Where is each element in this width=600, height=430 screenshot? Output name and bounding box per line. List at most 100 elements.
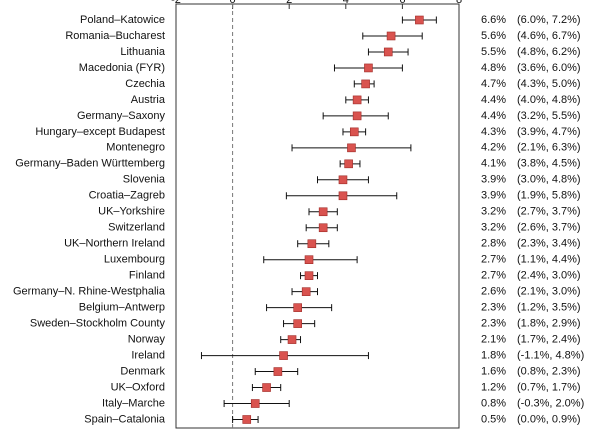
estimate-value: 0.8% [481,397,506,409]
estimate-value: 4.4% [481,94,506,106]
forest-row: Poland–Katowice 6.6% (6.0%, 7.2%) [80,14,581,26]
estimate-value: 3.9% [481,174,506,186]
estimate-marker [361,79,370,89]
row-label: Slovenia [123,174,166,186]
row-label: Hungary–except Budapest [35,126,165,138]
ci-value: (2.1%, 3.0%) [517,286,581,298]
x-tick-label: 6 [399,0,405,6]
estimate-value: 2.1% [481,334,506,346]
row-label: Lithuania [120,46,166,58]
ci-value: (2.7%, 3.7%) [517,206,581,218]
estimate-value: 4.4% [481,110,506,122]
ci-value: (0.7%, 1.7%) [517,381,581,393]
forest-row: Germany–N. Rhine-Westphalia 2.6% (2.1%, 3.… [13,286,581,298]
ci-value: (-1.1%, 4.8%) [517,349,584,361]
x-tick-label: 2 [286,0,292,6]
estimate-value: 4.3% [481,126,506,138]
estimate-value: 4.1% [481,158,506,170]
estimate-marker [273,367,283,376]
ci-value: (0.0%, 0.9%) [517,413,581,425]
estimate-marker [344,159,353,169]
estimate-marker [352,95,362,105]
estimate-value: 2.3% [481,318,506,330]
ci-value: (2.4%, 3.0%) [517,270,581,282]
estimate-value: 4.8% [481,62,506,74]
forest-row: Finland 2.7% (2.4%, 3.0%) [129,270,581,282]
estimate-value: 2.7% [481,254,506,266]
x-tick-label: 0 [230,0,236,6]
forest-row: Denmark 1.6% (0.8%, 2.3%) [120,365,580,377]
estimate-value: 3.2% [481,222,506,234]
row-label: Austria [131,94,166,106]
estimate-value: 2.3% [481,302,506,314]
estimate-marker [287,335,297,344]
forest-row: Italy–Marche 0.8% (-0.3%, 2.0%) [102,397,584,409]
row-label: UK–Oxford [111,381,165,393]
plot-frame [175,3,460,429]
forest-row: Slovenia 3.9% (3.0%, 4.8%) [123,174,581,186]
forest-row: Romania–Bucharest 5.6% (4.6%, 6.7%) [65,30,580,42]
forest-row: Norway 2.1% (1.7%, 2.4%) [128,334,581,346]
forest-row: UK–Yorkshire 3.2% (2.7%, 3.7%) [98,206,580,218]
ci-value: (4.0%, 4.8%) [517,94,581,106]
estimate-value: 5.6% [481,30,506,42]
ci-value: (1.9%, 5.8%) [517,190,581,202]
estimate-marker [352,111,362,121]
forest-row: Ireland 1.8% (-1.1%, 4.8%) [131,349,584,361]
forest-row: Austria 4.4% (4.0%, 4.8%) [131,94,581,106]
estimate-value: 6.6% [481,14,506,26]
forest-row: Lithuania 5.5% (4.8%, 6.2%) [120,46,580,58]
ci-value: (6.0%, 7.2%) [517,14,581,26]
row-label: Luxembourg [104,254,165,266]
row-label: Norway [128,334,166,346]
estimate-marker [318,207,328,217]
ci-value: (3.8%, 4.5%) [517,158,581,170]
ci-value: (3.2%, 5.5%) [517,110,581,122]
forest-row: Macedonia (FYR) 4.8% (3.6%, 6.0%) [79,62,581,74]
row-label: Spain–Catalonia [84,413,166,425]
row-label: Denmark [120,365,165,377]
ci-value: (4.6%, 6.7%) [517,30,581,42]
row-label: UK–Yorkshire [98,206,165,218]
estimate-marker [293,303,302,312]
estimate-value: 1.6% [481,365,506,377]
estimate-marker [318,223,328,233]
row-label: Germany–N. Rhine-Westphalia [13,286,166,298]
forest-row: Montenegro 4.2% (2.1%, 6.3%) [106,142,580,154]
ci-value: (1.8%, 2.9%) [517,318,581,330]
estimate-value: 1.8% [481,349,506,361]
row-label: Macedonia (FYR) [79,62,165,74]
x-tick-label: 4 [343,0,349,6]
estimate-value: 0.5% [481,413,506,425]
row-label: Germany–Baden Württemberg [15,158,165,170]
estimate-value: 4.7% [481,78,506,90]
row-label: Italy–Marche [102,397,165,409]
estimate-value: 3.9% [481,190,506,202]
estimate-value: 2.6% [481,286,506,298]
ci-value: (2.3%, 3.4%) [517,238,581,250]
estimate-marker [338,175,348,185]
estimate-marker [349,127,359,137]
ci-value: (1.7%, 2.4%) [517,334,581,346]
estimate-marker [293,319,302,328]
estimate-marker [338,191,348,201]
x-tick-label: 8 [456,0,462,6]
estimate-value: 1.2% [481,381,506,393]
forest-row: Germany–Saxony 4.4% (3.2%, 5.5%) [77,110,581,122]
row-label: Romania–Bucharest [65,30,165,42]
ci-value: (3.0%, 4.8%) [517,174,581,186]
estimate-value: 5.5% [481,46,506,58]
forest-row: Croatia–Zagreb 3.9% (1.9%, 5.8%) [89,190,581,202]
row-label: Germany–Saxony [77,110,166,122]
row-label: UK–Northern Ireland [64,238,165,250]
row-label: Switzerland [108,222,165,234]
estimate-marker [279,351,288,360]
estimate-value: 2.8% [481,238,506,250]
estimate-marker [262,383,271,392]
estimate-marker [304,255,314,264]
estimate-marker [242,415,252,424]
row-label: Czechia [125,78,166,90]
estimate-marker [250,399,260,408]
